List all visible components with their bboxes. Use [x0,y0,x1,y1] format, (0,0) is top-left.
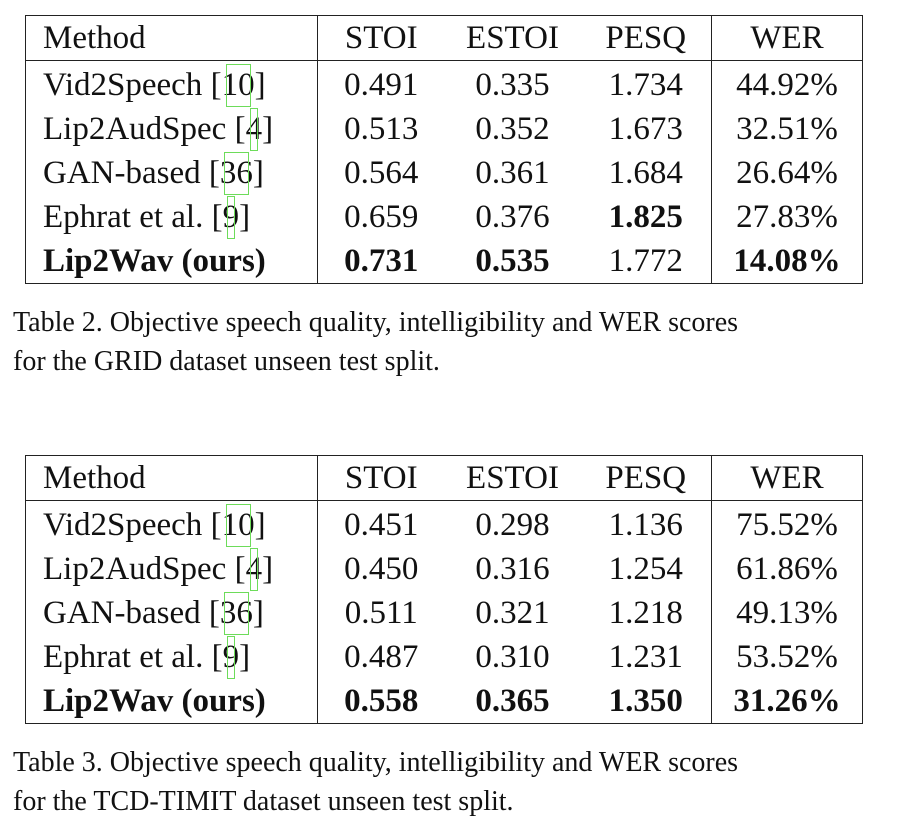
method-name: GAN-based [43,154,201,191]
estoi-cell: 0.310 [475,638,550,675]
header-method: Method [25,455,318,501]
estoi-cell: 0.335 [475,66,550,103]
table-caption: Table 3. Objective speech quality, intel… [13,743,888,821]
header-wer: WER [711,15,863,61]
wer-cell: 26.64% [711,151,863,195]
method-name: Ephrat et al. [43,198,204,235]
header-wer: WER [711,455,863,501]
header-pesq: PESQ [580,15,712,61]
table-header-row: Method STOI ESTOI PESQ WER [25,15,863,61]
citation-link[interactable]: 9 [222,195,240,239]
method-name: Vid2Speech [43,66,203,103]
stoi-cell: 0.491 [344,66,419,103]
stoi-cell: 0.487 [344,638,419,675]
header-pesq: PESQ [580,455,712,501]
caption-line: for the GRID dataset unseen test split. [13,346,440,377]
caption-line: Table 3. Objective speech quality, intel… [13,747,739,778]
table-caption: Table 2. Objective speech quality, intel… [13,303,888,381]
estoi-cell: 0.352 [475,110,550,147]
pesq-cell-best: 1.825 [608,198,683,235]
method-cell: GAN-based [36] [25,591,318,635]
table-row: Lip2AudSpec [4] 0.450 0.316 1.254 61.86% [25,547,863,591]
wer-cell: 53.52% [711,635,863,679]
table-row: Vid2Speech [10] 0.491 0.335 1.734 44.92% [25,60,863,107]
stoi-cell: 0.513 [344,110,419,147]
table-header-row: Method STOI ESTOI PESQ WER [25,455,863,501]
stoi-cell-best: 0.558 [344,682,419,719]
estoi-cell: 0.321 [475,594,550,631]
caption-line: Table 2. Objective speech quality, intel… [13,307,739,338]
stoi-cell: 0.659 [344,198,419,235]
stoi-cell: 0.450 [344,550,419,587]
citation-link[interactable]: 36 [219,151,253,195]
wer-cell-best: 14.08% [711,239,863,284]
table-row: Vid2Speech [10] 0.451 0.298 1.136 75.52% [25,500,863,547]
stoi-cell: 0.511 [344,594,418,631]
pesq-cell: 1.684 [608,154,683,191]
header-estoi: ESTOI [444,15,581,61]
pesq-cell: 1.136 [608,506,683,543]
header-stoi: STOI [317,455,445,501]
table-row: GAN-based [36] 0.511 0.321 1.218 49.13% [25,591,863,635]
citation-link[interactable]: 10 [221,63,255,107]
estoi-cell: 0.361 [475,154,550,191]
pesq-cell: 1.254 [608,550,683,587]
results-table-grid: Method STOI ESTOI PESQ WER Vid2Speech [1… [25,15,863,284]
estoi-cell-best: 0.365 [475,682,550,719]
citation-link[interactable]: 4 [245,547,263,591]
stoi-cell-best: 0.731 [344,242,419,279]
estoi-cell-best: 0.535 [475,242,550,279]
pesq-cell: 1.673 [608,110,683,147]
method-name: Vid2Speech [43,506,203,543]
method-cell: Lip2Wav (ours) [25,239,318,284]
header-method: Method [25,15,318,61]
stoi-cell: 0.451 [344,506,419,543]
header-estoi: ESTOI [444,455,581,501]
method-cell: Lip2AudSpec [4] [25,547,318,591]
method-cell: Vid2Speech [10] [25,500,318,547]
method-name: Lip2AudSpec [43,550,227,587]
method-cell: Ephrat et al. [9] [25,635,318,679]
wer-cell: 61.86% [711,547,863,591]
estoi-cell: 0.298 [475,506,550,543]
stoi-cell: 0.564 [344,154,419,191]
method-cell: GAN-based [36] [25,151,318,195]
wer-cell: 75.52% [711,500,863,547]
citation-link[interactable]: 9 [222,635,240,679]
citation-link[interactable]: 10 [221,503,255,547]
wer-cell-best: 31.26% [711,679,863,724]
table-row: Ephrat et al. [9] 0.659 0.376 1.825 27.8… [25,195,863,239]
table-row-ours: Lip2Wav (ours) 0.731 0.535 1.772 14.08% [25,239,863,284]
method-cell: Ephrat et al. [9] [25,195,318,239]
caption-line: for the TCD-TIMIT dataset unseen test sp… [13,786,514,817]
pesq-cell: 1.772 [608,242,683,279]
table-row-ours: Lip2Wav (ours) 0.558 0.365 1.350 31.26% [25,679,863,724]
method-name: Ephrat et al. [43,638,204,675]
estoi-cell: 0.376 [475,198,550,235]
wer-cell: 49.13% [711,591,863,635]
header-stoi: STOI [317,15,445,61]
pesq-cell: 1.218 [608,594,683,631]
method-cell: Lip2AudSpec [4] [25,107,318,151]
estoi-cell: 0.316 [475,550,550,587]
table-row: Ephrat et al. [9] 0.487 0.310 1.231 53.5… [25,635,863,679]
pesq-cell: 1.734 [608,66,683,103]
citation-link[interactable]: 36 [219,591,253,635]
table-row: GAN-based [36] 0.564 0.361 1.684 26.64% [25,151,863,195]
citation-link[interactable]: 4 [245,107,263,151]
wer-cell: 44.92% [711,60,863,107]
wer-cell: 27.83% [711,195,863,239]
wer-cell: 32.51% [711,107,863,151]
method-name: Lip2AudSpec [43,110,227,147]
table-row: Lip2AudSpec [4] 0.513 0.352 1.673 32.51% [25,107,863,151]
pesq-cell-best: 1.350 [608,682,683,719]
method-name: GAN-based [43,594,201,631]
method-cell: Lip2Wav (ours) [25,679,318,724]
pesq-cell: 1.231 [608,638,683,675]
method-cell: Vid2Speech [10] [25,60,318,107]
results-table-tcd-timit: Method STOI ESTOI PESQ WER Vid2Speech [1… [25,455,863,724]
